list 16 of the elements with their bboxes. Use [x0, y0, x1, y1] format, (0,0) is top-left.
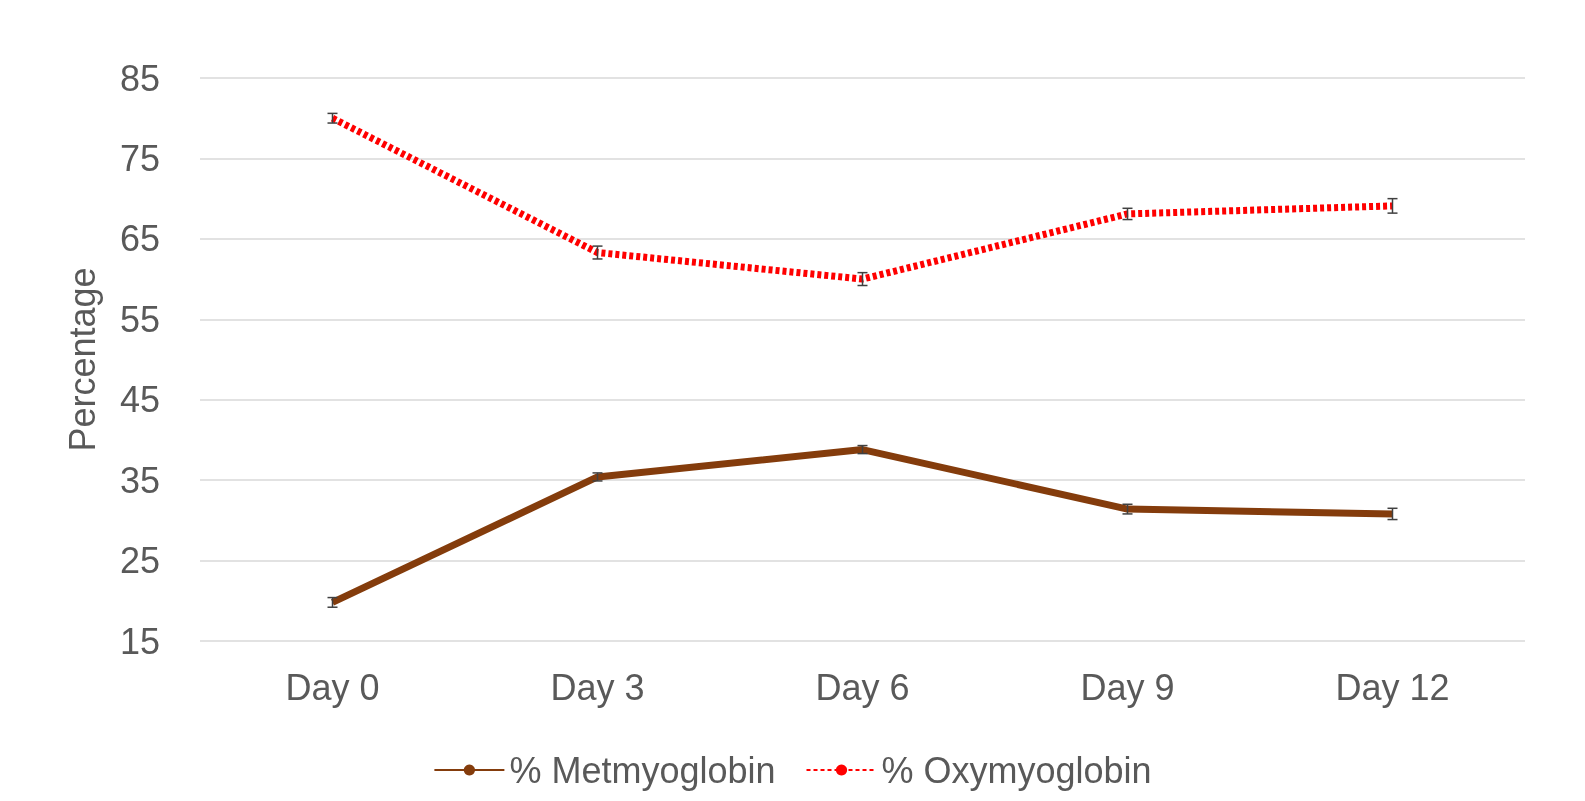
y-tick-label: 15 [119, 620, 160, 662]
y-tick-label: 45 [119, 379, 160, 421]
y-tick-label: 35 [119, 459, 160, 501]
y-axis-title: Percentage [61, 267, 103, 452]
x-tick-label: Day 6 [815, 666, 910, 708]
y-tick-label: 55 [119, 298, 160, 340]
legend-label: % Metmyoglobin [509, 749, 776, 791]
legend-label: % Oxymyoglobin [881, 749, 1152, 791]
y-tick-label: 65 [119, 218, 160, 260]
x-tick-label: Day 3 [550, 666, 645, 708]
y-tick-label: 75 [119, 137, 160, 179]
x-tick-label: Day 0 [285, 666, 380, 708]
y-tick-label: 25 [119, 540, 160, 582]
y-tick-label: 85 [119, 57, 160, 99]
x-tick-label: Day 9 [1080, 666, 1175, 708]
x-tick-label: Day 12 [1335, 666, 1450, 708]
